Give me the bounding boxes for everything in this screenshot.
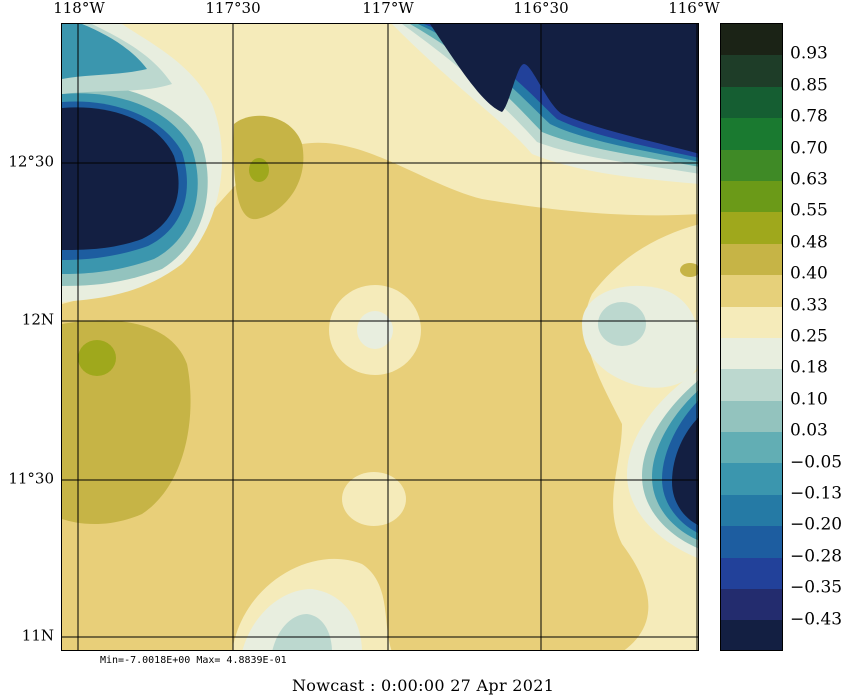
lon-label-116-30: 116°30 (513, 0, 569, 17)
colorbar-swatch (721, 337, 782, 370)
colorbar-swatch (721, 526, 782, 558)
colorbar-label: 0.85 (790, 75, 828, 96)
colorbar-label: 0.18 (790, 357, 828, 378)
colorbar-label: −0.20 (790, 514, 843, 535)
colorbar: 0.93 0.85 0.78 0.70 0.63 0.55 0.48 0.40 0.33 0.25… (720, 23, 852, 651)
colorbar-swatch (721, 589, 782, 621)
lat-label-12-30: 12°30 (8, 152, 54, 171)
colorbar-swatch (721, 86, 782, 119)
contour-field (62, 24, 698, 650)
colorbar-swatch (721, 369, 782, 401)
colorbar-label: 0.93 (790, 43, 828, 64)
colorbar-label: −0.28 (790, 546, 843, 567)
colorbar-swatch (721, 400, 782, 433)
colorbar-label: 0.70 (790, 138, 828, 159)
colorbar-swatch (721, 432, 782, 464)
colorbar-label: 0.03 (790, 420, 828, 441)
peak-left (78, 340, 116, 376)
colorbar-swatch (721, 24, 782, 56)
graticule (62, 24, 698, 650)
colorbar-label: 0.40 (790, 263, 828, 284)
colorbar-swatch (721, 463, 782, 495)
lon-label-117w: 117°W (362, 0, 414, 17)
map-plot (61, 23, 699, 651)
pale-spot-lower (342, 472, 406, 526)
colorbar-label: 0.78 (790, 106, 828, 127)
lon-label-117-30: 117°30 (205, 0, 261, 17)
colorbar-swatches (720, 23, 783, 651)
colorbar-label: −0.35 (790, 577, 843, 598)
colorbar-swatch (721, 118, 782, 150)
colorbar-label: 0.48 (790, 232, 828, 253)
colorbar-label: −0.05 (790, 452, 843, 473)
colorbar-label: 0.55 (790, 200, 828, 221)
colorbar-swatch (721, 620, 782, 650)
lon-label-116w: 116°W (668, 0, 720, 17)
colorbar-label: 0.10 (790, 389, 828, 410)
colorbar-swatch (721, 180, 782, 213)
colorbar-label: 0.33 (790, 295, 828, 316)
colorbar-swatch (721, 243, 782, 276)
colorbar-label: −0.43 (790, 609, 843, 630)
lat-label-12n: 12N (21, 310, 54, 329)
lat-label-11n: 11N (21, 626, 54, 645)
min-max-stats: Min=-7.0018E+00 Max= 4.8839E-01 (100, 655, 287, 666)
colorbar-label: 0.25 (790, 326, 828, 347)
colorbar-label: 0.63 (790, 169, 828, 190)
colorbar-swatch (721, 306, 782, 338)
colorbar-swatch (721, 275, 782, 307)
colorbar-swatch (721, 212, 782, 244)
colorbar-label: −0.13 (790, 483, 843, 504)
peak-top (249, 158, 269, 182)
colorbar-swatch (721, 557, 782, 590)
colorbar-swatch (721, 149, 782, 181)
colorbar-swatch (721, 55, 782, 87)
lat-label-11-30: 11°30 (8, 469, 54, 488)
lon-label-118w: 118°W (53, 0, 105, 17)
nowcast-caption: Nowcast : 0:00:00 27 Apr 2021 (292, 676, 555, 695)
colorbar-swatch (721, 494, 782, 527)
